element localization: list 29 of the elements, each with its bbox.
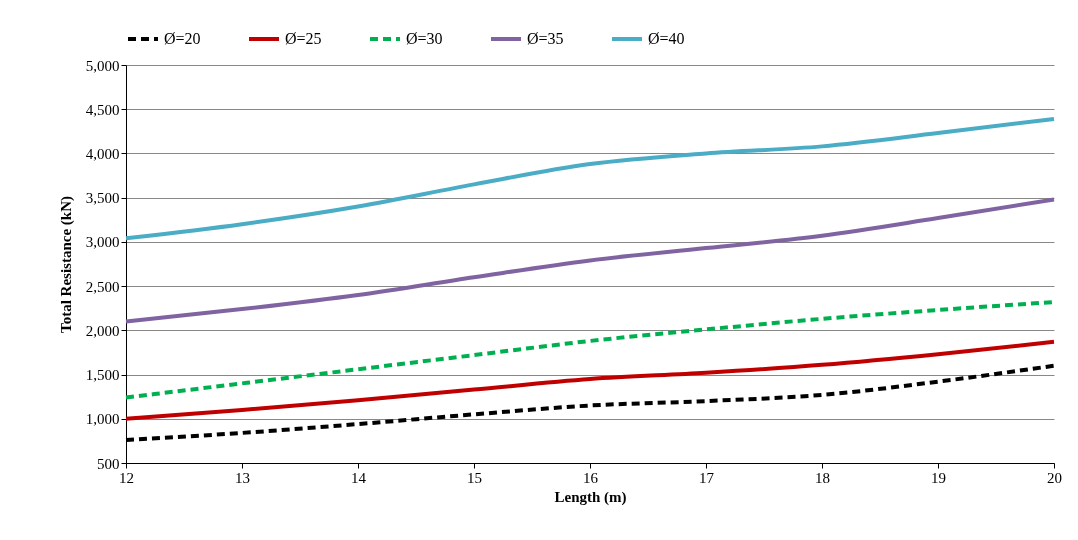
y-tick-label: 2,000 — [85, 322, 120, 339]
x-tick-label: 14 — [351, 469, 367, 486]
line-series — [124, 197, 1056, 324]
y-tick-label: 3,500 — [85, 190, 120, 207]
y-axis-title: Total Resistance (kN) — [57, 196, 75, 333]
legend-label: Ø=25 — [285, 30, 322, 47]
y-tick-label: 1,500 — [85, 367, 120, 384]
legend-label: Ø=35 — [527, 30, 564, 47]
y-tick-label: 4,000 — [85, 145, 120, 162]
x-tick-label: 19 — [931, 469, 946, 486]
x-tick-label: 18 — [815, 469, 830, 486]
x-axis-title: Length (m) — [554, 488, 627, 506]
line-series — [124, 116, 1056, 241]
legend-label: Ø=40 — [648, 30, 685, 47]
y-tick-label: 4,500 — [85, 101, 120, 118]
x-tick-label: 13 — [235, 469, 250, 486]
x-tick-label: 20 — [1047, 469, 1062, 486]
x-tick-label: 12 — [119, 469, 134, 486]
y-tick-label: 1,000 — [85, 411, 120, 428]
legend-label: Ø=20 — [164, 30, 201, 47]
y-tick-label: 3,000 — [85, 234, 120, 251]
y-tick-label: 500 — [97, 455, 120, 472]
y-tick-label: 5,000 — [85, 57, 120, 74]
legend-label: Ø=30 — [406, 30, 443, 47]
y-tick-label: 2,500 — [85, 278, 120, 295]
x-tick-label: 17 — [699, 469, 715, 486]
x-tick-label: 16 — [583, 469, 599, 486]
x-tick-label: 15 — [467, 469, 482, 486]
line-series — [124, 339, 1056, 421]
